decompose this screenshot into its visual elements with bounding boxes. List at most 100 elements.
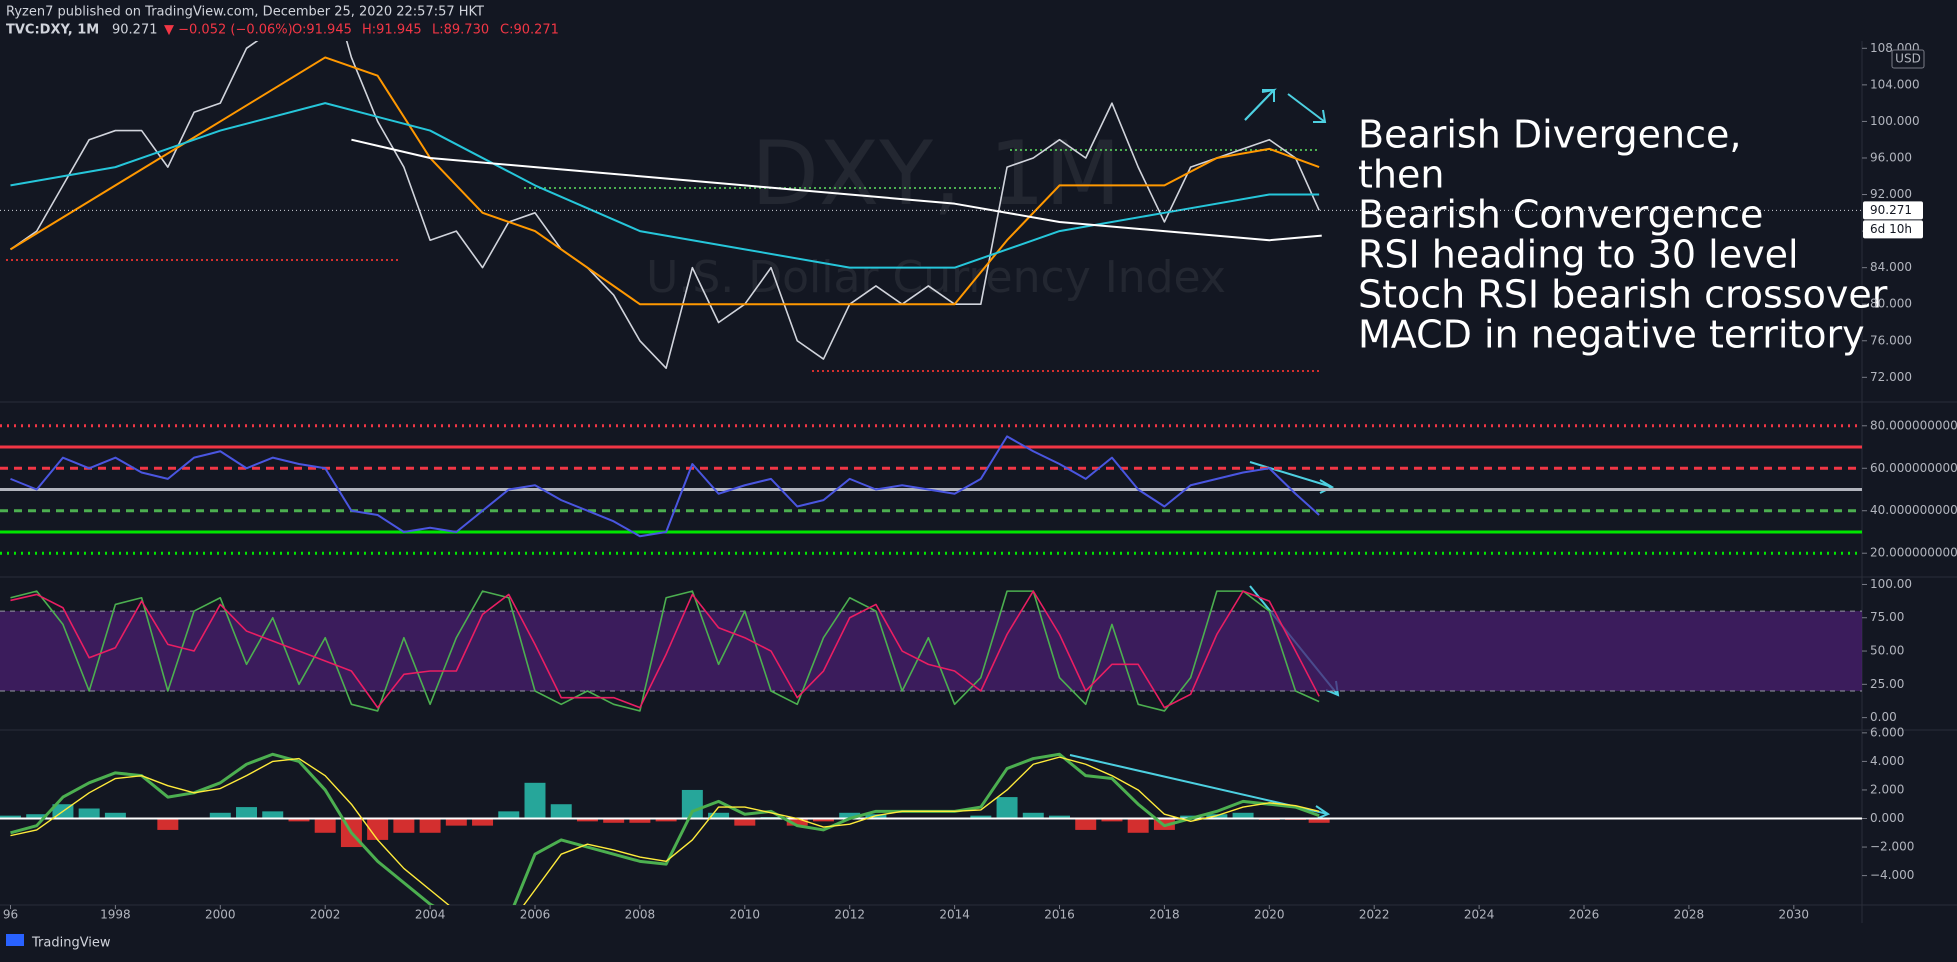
series-line	[351, 138, 1322, 242]
x-tick-label: 2012	[834, 908, 865, 922]
ohlc-close: C:90.271	[500, 23, 559, 38]
x-tick-label: 2022	[1359, 908, 1390, 922]
histogram-bar	[236, 807, 258, 819]
histogram-bar	[708, 812, 730, 819]
x-tick-label: 2008	[625, 908, 656, 922]
series-line	[10, 41, 1320, 369]
panel	[0, 424, 1862, 555]
y-tick-label: −4.000	[1870, 868, 1914, 882]
histogram-bar	[812, 818, 834, 822]
histogram-bar	[209, 812, 231, 819]
histogram-bar	[996, 797, 1018, 819]
change: ▼ −0.052 (−0.06%)	[164, 23, 293, 38]
histogram-bar	[393, 818, 415, 833]
x-tick-label: 2024	[1464, 908, 1495, 922]
histogram-bar	[1049, 815, 1070, 819]
annotation: then	[1358, 153, 1444, 197]
series-line	[10, 102, 1320, 269]
y-tick-label: 100.00	[1870, 577, 1912, 591]
x-tick-label: 2018	[1149, 908, 1180, 922]
y-tick-label: −2.000	[1870, 840, 1914, 854]
watermark-subtitle: U.S. Dollar Currency Index	[646, 252, 1226, 303]
histogram-bar	[524, 782, 546, 819]
histogram-bar	[26, 814, 48, 819]
last-price-label: 90.271	[1870, 203, 1912, 217]
histogram-bar	[157, 818, 179, 830]
countdown-label: 6d 10h	[1870, 222, 1912, 236]
y-tick-label: 40.000000000	[1870, 503, 1957, 517]
histogram-bar	[262, 811, 284, 819]
panel	[0, 752, 1862, 905]
panel	[0, 590, 1862, 712]
histogram-bar	[104, 812, 126, 819]
histogram-bar	[288, 818, 310, 822]
series-line	[10, 590, 1320, 709]
x-tick-label: 2014	[939, 908, 970, 922]
currency-box	[1891, 49, 1925, 69]
y-tick-label: 100.000	[1870, 114, 1920, 128]
annotation: Stoch RSI bearish crossover	[1358, 273, 1888, 317]
panel	[9, 41, 1322, 369]
x-tick-label: 1998	[100, 908, 131, 922]
y-tick-label: 75.00	[1870, 610, 1904, 624]
y-tick-label: 6.000	[1870, 725, 1904, 739]
annotation: Bearish Convergence	[1358, 193, 1763, 237]
histogram-bar	[445, 818, 467, 826]
support-lines	[6, 149, 1320, 372]
brand: TradingView	[31, 936, 111, 951]
x-tick-label: 2006	[520, 908, 551, 922]
last-price-box	[1863, 201, 1923, 220]
histogram-bar	[603, 818, 625, 823]
series-line	[10, 756, 1320, 905]
y-tick-label: 72.000	[1870, 370, 1912, 384]
histogram-bar	[1232, 812, 1254, 819]
y-tick-label: 84.000	[1870, 260, 1912, 274]
symbol: TVC:DXY, 1M	[6, 23, 99, 38]
y-tick-label: 20.000000000	[1870, 546, 1957, 560]
y-tick-label: 0.00	[1870, 710, 1897, 724]
histogram-bar	[1101, 818, 1123, 822]
panel-borders	[0, 41, 1957, 923]
x-tick-label: 2030	[1779, 908, 1810, 922]
stoch-band	[0, 611, 1862, 691]
histogram-bar	[786, 818, 808, 826]
histogram-bar	[970, 815, 992, 819]
y-tick-label: 25.00	[1870, 677, 1904, 691]
histogram-bar	[419, 818, 441, 833]
series-line	[10, 752, 1320, 905]
histogram-bar	[314, 818, 336, 833]
histogram-bar	[0, 815, 21, 819]
x-tick-label: 96	[3, 908, 18, 922]
histogram-bar	[472, 818, 494, 826]
countdown-box	[1863, 220, 1923, 239]
histogram-bar	[681, 789, 703, 819]
y-tick-label: 80.000	[1870, 297, 1912, 311]
x-tick-label: 2016	[1044, 908, 1075, 922]
histogram-bar	[734, 818, 756, 826]
histogram-bar	[78, 808, 100, 819]
ohlc-high: H:91.945	[362, 23, 422, 38]
histogram-bar	[1127, 818, 1149, 833]
x-tick-label: 2000	[205, 908, 236, 922]
histogram-bar	[550, 804, 572, 819]
y-tick-label: 96.000	[1870, 150, 1912, 164]
y-tick-label: 0.000	[1870, 811, 1904, 825]
histogram-bar	[629, 818, 651, 823]
price: 90.271	[112, 23, 158, 38]
histogram-bar	[498, 811, 520, 819]
annotation: MACD in negative territory	[1358, 313, 1865, 357]
histogram-bar	[367, 818, 389, 840]
y-tick-label: 60.000000000	[1870, 461, 1957, 475]
x-tick-label: 2026	[1569, 908, 1600, 922]
ohlc-open: O:91.945	[292, 23, 352, 38]
histogram-bar	[839, 812, 861, 819]
x-tick-label: 2020	[1254, 908, 1285, 922]
histogram-bar	[1075, 818, 1097, 830]
x-tick-label: 2004	[415, 908, 446, 922]
logo	[6, 934, 24, 946]
watermark-title: DXY, 1M	[751, 122, 1121, 225]
y-tick-label: 4.000	[1870, 754, 1904, 768]
x-tick-label: 2002	[310, 908, 341, 922]
y-tick-label: 76.000	[1870, 333, 1912, 347]
